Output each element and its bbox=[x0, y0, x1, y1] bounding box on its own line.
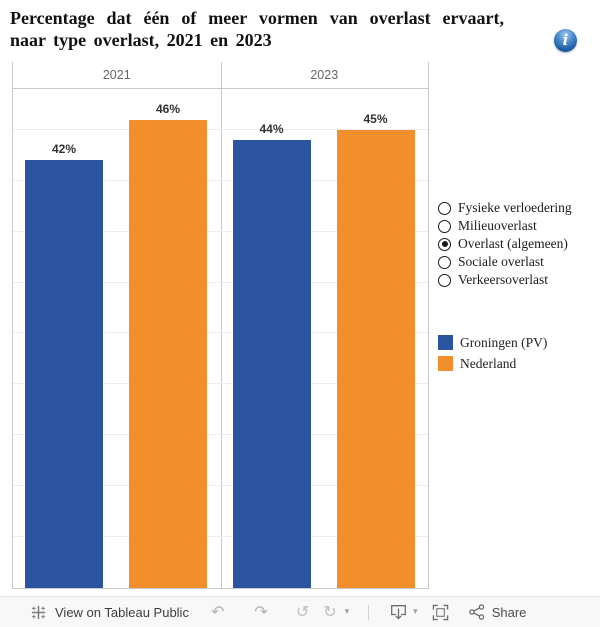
info-icon[interactable]: i bbox=[554, 29, 577, 52]
legend-swatch bbox=[438, 335, 453, 350]
gridline bbox=[13, 332, 428, 334]
filter-option-label: Fysieke verloedering bbox=[458, 200, 572, 215]
legend: Groningen (PV) Nederland bbox=[438, 332, 547, 374]
bar-value-label: 45% bbox=[363, 111, 388, 126]
refresh-caret-icon[interactable]: ▾ bbox=[344, 606, 350, 617]
gridline bbox=[13, 434, 428, 436]
chart: 2021 2023 42% 46% 44% 45% bbox=[12, 62, 429, 589]
gridline bbox=[13, 536, 428, 538]
toolbar-divider bbox=[368, 604, 370, 620]
legend-item-nederland[interactable]: Nederland bbox=[438, 353, 547, 374]
fullscreen-icon[interactable] bbox=[432, 604, 449, 621]
filter-list: Fysieke verloedering Milieuoverlast Overla… bbox=[438, 199, 572, 289]
pane-header-2023: 2023 bbox=[310, 68, 339, 82]
filter-option-overlast-algemeen[interactable]: Overlast (algemeen) bbox=[438, 235, 572, 253]
plot-area: 42% 46% 44% 45% bbox=[13, 89, 428, 588]
replay-icon[interactable]: ↺ bbox=[295, 602, 310, 621]
filter-option-label: Sociale overlast bbox=[458, 254, 544, 269]
share-icon bbox=[468, 604, 485, 620]
pane-header-2021: 2021 bbox=[102, 68, 131, 82]
legend-label: Groningen (PV) bbox=[460, 334, 548, 350]
filter-option-sociale-overlast[interactable]: Sociale overlast bbox=[438, 253, 572, 271]
bar-value-label: 44% bbox=[259, 121, 284, 136]
filter-option-label: Verkeersoverlast bbox=[458, 272, 548, 287]
filter-option-verkeersoverlast[interactable]: Verkeersoverlast bbox=[438, 271, 572, 289]
gridline bbox=[13, 179, 428, 181]
filter-option-label: Overlast (algemeen) bbox=[458, 236, 568, 251]
bar-groningen-pv-2023[interactable] bbox=[232, 139, 311, 588]
bar-groningen-pv-2021[interactable] bbox=[25, 160, 103, 588]
chart-title: Percentage dat één of meer vormen van ov… bbox=[10, 8, 504, 50]
gridline bbox=[13, 383, 428, 385]
tableau-toolbar: View on Tableau Public ↶ ↷ ↺ ↻ ▾ ▾ bbox=[0, 596, 600, 627]
undo-icon[interactable]: ↶ bbox=[211, 602, 225, 621]
gridline bbox=[13, 281, 428, 283]
gridline bbox=[13, 128, 428, 130]
pane-2023: 44% 45% bbox=[221, 89, 429, 588]
gridline bbox=[13, 485, 428, 487]
radio-icon[interactable] bbox=[438, 201, 451, 215]
radio-icon[interactable] bbox=[438, 219, 451, 233]
radio-icon[interactable] bbox=[438, 273, 451, 287]
legend-swatch bbox=[438, 356, 453, 371]
view-on-tableau-label: View on Tableau Public bbox=[55, 604, 189, 620]
redo-icon[interactable]: ↷ bbox=[254, 602, 268, 621]
bar-value-label: 42% bbox=[51, 142, 77, 157]
share-label: Share bbox=[491, 604, 527, 620]
radio-selected-icon[interactable] bbox=[438, 237, 451, 251]
radio-icon[interactable] bbox=[438, 255, 451, 269]
legend-item-groningen-pv[interactable]: Groningen (PV) bbox=[438, 332, 547, 353]
bar-value-label: 46% bbox=[155, 101, 181, 116]
legend-label: Nederland bbox=[460, 355, 517, 371]
view-on-tableau-link[interactable]: View on Tableau Public bbox=[30, 604, 189, 621]
filter-option-fysieke-verloedering[interactable]: Fysieke verloedering bbox=[438, 199, 572, 217]
download-icon[interactable] bbox=[390, 604, 409, 621]
toolbar-buttons: ↶ ↷ ↺ ↻ ▾ ▾ bbox=[211, 597, 526, 627]
pane-2021: 42% 46% bbox=[13, 89, 221, 588]
share-button[interactable]: Share bbox=[468, 604, 527, 620]
filter-option-milieuoverlast[interactable]: Milieuoverlast bbox=[438, 217, 572, 235]
pane-divider bbox=[220, 62, 222, 588]
gridline bbox=[13, 230, 428, 232]
refresh-icon[interactable]: ↻ bbox=[323, 602, 337, 621]
tableau-logo-icon bbox=[30, 604, 47, 621]
bar-nederland-2021[interactable] bbox=[129, 119, 207, 588]
download-caret-icon[interactable]: ▾ bbox=[413, 606, 418, 617]
filter-option-label: Milieuoverlast bbox=[458, 218, 537, 233]
bar-nederland-2023[interactable] bbox=[336, 129, 415, 588]
